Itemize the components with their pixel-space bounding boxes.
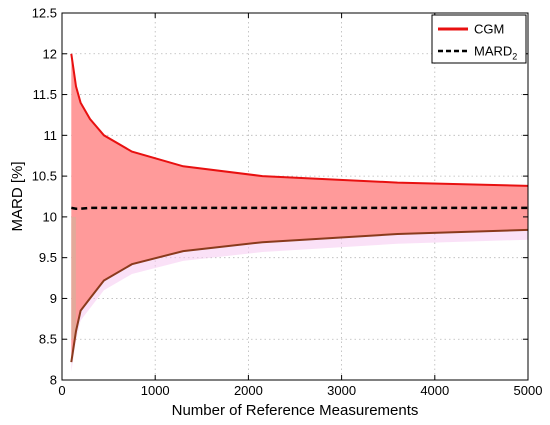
x-tick-label: 1000 bbox=[141, 383, 170, 398]
series-layer bbox=[70, 53, 529, 372]
y-tick-label: 8.5 bbox=[39, 332, 57, 347]
y-tick-label: 9.5 bbox=[39, 250, 57, 265]
y-tick-label: 11 bbox=[44, 128, 58, 143]
series-line-cgm-lower bbox=[70, 228, 529, 363]
y-tick-label: 12.5 bbox=[32, 6, 57, 21]
y-tick-label: 11.5 bbox=[33, 87, 57, 102]
y-tick-label: 10 bbox=[43, 209, 57, 224]
x-axis-title: Number of Reference Measurements bbox=[172, 402, 419, 419]
y-tick-label: 12 bbox=[43, 46, 57, 61]
legend-label-cgm: CGM bbox=[474, 22, 504, 37]
x-tick-label: 3000 bbox=[327, 383, 356, 398]
x-tick-label: 2000 bbox=[234, 383, 263, 398]
y-tick-label: 8 bbox=[50, 373, 57, 388]
x-tick-label: 5000 bbox=[514, 383, 543, 398]
series-line-cgm-upper bbox=[70, 53, 529, 187]
tick-layer: 0 1000 2000 3000 4000 5000 8 8.5 9 9.5 10 10.5 11 11.… bbox=[32, 6, 543, 399]
y-axis-title: MARD [%] bbox=[9, 161, 26, 231]
cgm-band-fill bbox=[71, 53, 529, 363]
y-tick-label: 10.5 bbox=[32, 169, 57, 184]
y-tick-label: 9 bbox=[50, 291, 57, 306]
early-strip bbox=[71, 216, 76, 340]
legend-label-mard2-main: MARD bbox=[474, 44, 512, 59]
x-tick-label: 0 bbox=[58, 383, 65, 398]
legend-label-mard2: MARD2 bbox=[474, 44, 517, 62]
band-secondary-fill bbox=[71, 212, 529, 372]
legend-label-mard2-subscript: 2 bbox=[512, 52, 517, 62]
axes-frame bbox=[61, 12, 529, 381]
legend: CGM MARD2 bbox=[431, 14, 527, 64]
legend-box bbox=[431, 14, 527, 64]
x-tick-label: 4000 bbox=[420, 383, 449, 398]
